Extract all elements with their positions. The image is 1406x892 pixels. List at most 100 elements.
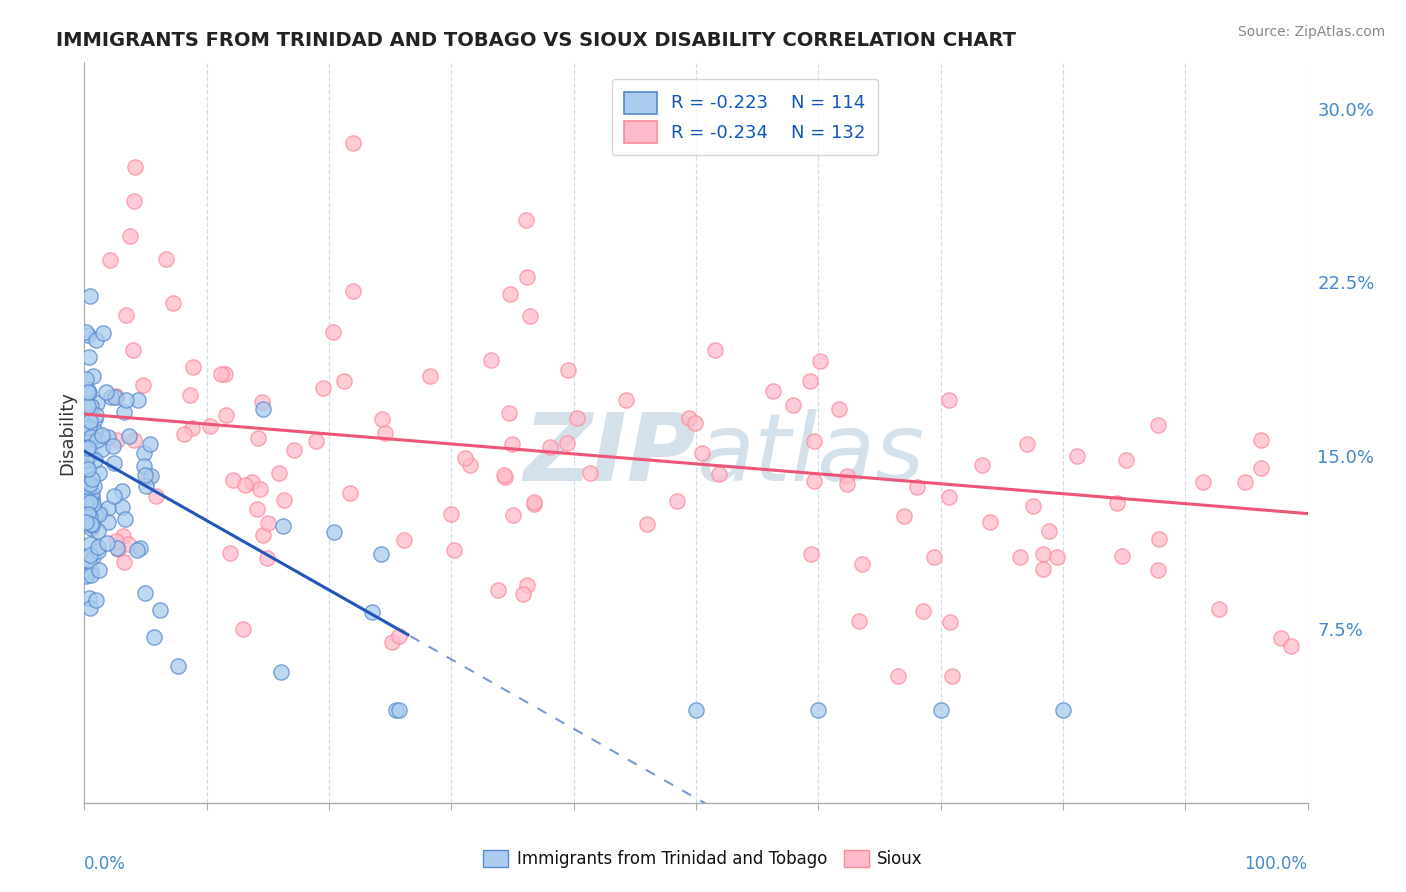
Point: [339, 486, 361, 500]
Point: [803, 434, 825, 448]
Point: [94, 385, 117, 400]
Point: [494, 468, 516, 483]
Point: [1149, 532, 1171, 546]
Point: [80, 521, 103, 535]
Point: [100, 390, 122, 404]
Point: [252, 527, 274, 541]
Point: [181, 421, 204, 435]
Point: [105, 541, 128, 555]
Point: [419, 368, 441, 383]
Point: [246, 501, 269, 516]
Y-axis label: Disability: Disability: [58, 391, 76, 475]
Point: [678, 411, 700, 425]
Legend: Immigrants from Trinidad and Tobago, Sioux: Immigrants from Trinidad and Tobago, Sio…: [477, 843, 929, 875]
Point: [75, 325, 97, 339]
Point: [111, 484, 134, 499]
Point: [79, 567, 101, 582]
Point: [232, 622, 254, 636]
Point: [782, 398, 804, 412]
Point: [145, 489, 167, 503]
Point: [103, 457, 125, 471]
Point: [247, 431, 270, 445]
Point: [86, 593, 108, 607]
Point: [1250, 461, 1272, 475]
Point: [342, 284, 364, 298]
Point: [374, 426, 396, 441]
Point: [82, 497, 104, 511]
Point: [79, 536, 101, 550]
Point: [240, 475, 263, 490]
Point: [83, 452, 105, 467]
Point: [333, 374, 356, 388]
Point: [105, 389, 128, 403]
Point: [104, 390, 127, 404]
Point: [828, 402, 851, 417]
Point: [117, 537, 139, 551]
Point: [89, 505, 111, 519]
Point: [685, 703, 707, 717]
Point: [87, 524, 110, 538]
Point: [77, 483, 100, 497]
Point: [75, 453, 97, 467]
Point: [322, 525, 344, 540]
Point: [252, 401, 274, 416]
Point: [77, 419, 100, 434]
Point: [75, 515, 97, 529]
Point: [807, 703, 830, 717]
Point: [1192, 475, 1215, 489]
Point: [941, 668, 963, 682]
Point: [454, 450, 477, 465]
Point: [86, 544, 108, 558]
Point: [120, 229, 142, 244]
Text: atlas: atlas: [696, 409, 924, 500]
Point: [381, 635, 404, 649]
Point: [1046, 549, 1069, 564]
Point: [143, 630, 166, 644]
Point: [79, 508, 101, 523]
Point: [370, 412, 392, 426]
Point: [82, 369, 104, 384]
Point: [270, 665, 292, 679]
Point: [122, 194, 145, 209]
Point: [83, 479, 105, 493]
Point: [1038, 524, 1060, 539]
Point: [800, 547, 823, 561]
Point: [79, 447, 101, 461]
Point: [82, 549, 104, 564]
Point: [76, 440, 98, 454]
Point: [1208, 601, 1230, 615]
Point: [198, 419, 221, 434]
Point: [887, 668, 910, 682]
Point: [273, 519, 295, 533]
Point: [77, 591, 100, 606]
Point: [79, 549, 101, 563]
Point: [256, 516, 278, 531]
Point: [762, 384, 785, 399]
Point: [494, 470, 516, 484]
Point: [1032, 547, 1054, 561]
Point: [519, 310, 541, 324]
Point: [111, 500, 134, 514]
Point: [98, 252, 121, 267]
Point: [134, 467, 156, 482]
Point: [91, 326, 114, 340]
Point: [458, 458, 481, 472]
Point: [523, 497, 546, 511]
Point: [77, 351, 100, 365]
Point: [835, 468, 858, 483]
Point: [221, 474, 243, 488]
Point: [77, 384, 100, 399]
Point: [579, 466, 602, 480]
Point: [219, 546, 242, 560]
Point: [124, 160, 146, 174]
Point: [167, 658, 190, 673]
Point: [501, 437, 523, 451]
Point: [114, 308, 136, 322]
Point: [76, 328, 98, 343]
Point: [1250, 433, 1272, 447]
Point: [79, 434, 101, 449]
Point: [76, 382, 98, 396]
Point: [557, 362, 579, 376]
Point: [80, 564, 103, 578]
Point: [76, 460, 98, 475]
